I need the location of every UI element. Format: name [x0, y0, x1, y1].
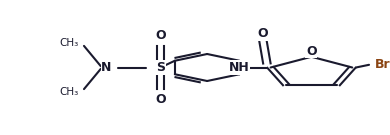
Text: CH₃: CH₃	[59, 87, 78, 97]
Text: N: N	[101, 61, 112, 74]
Text: O: O	[306, 45, 317, 58]
Text: S: S	[156, 61, 165, 74]
Text: Br: Br	[375, 58, 390, 71]
Text: NH: NH	[229, 61, 249, 74]
Text: CH₃: CH₃	[59, 38, 78, 48]
Text: O: O	[155, 93, 166, 106]
Text: O: O	[258, 27, 268, 40]
Text: O: O	[155, 29, 166, 42]
